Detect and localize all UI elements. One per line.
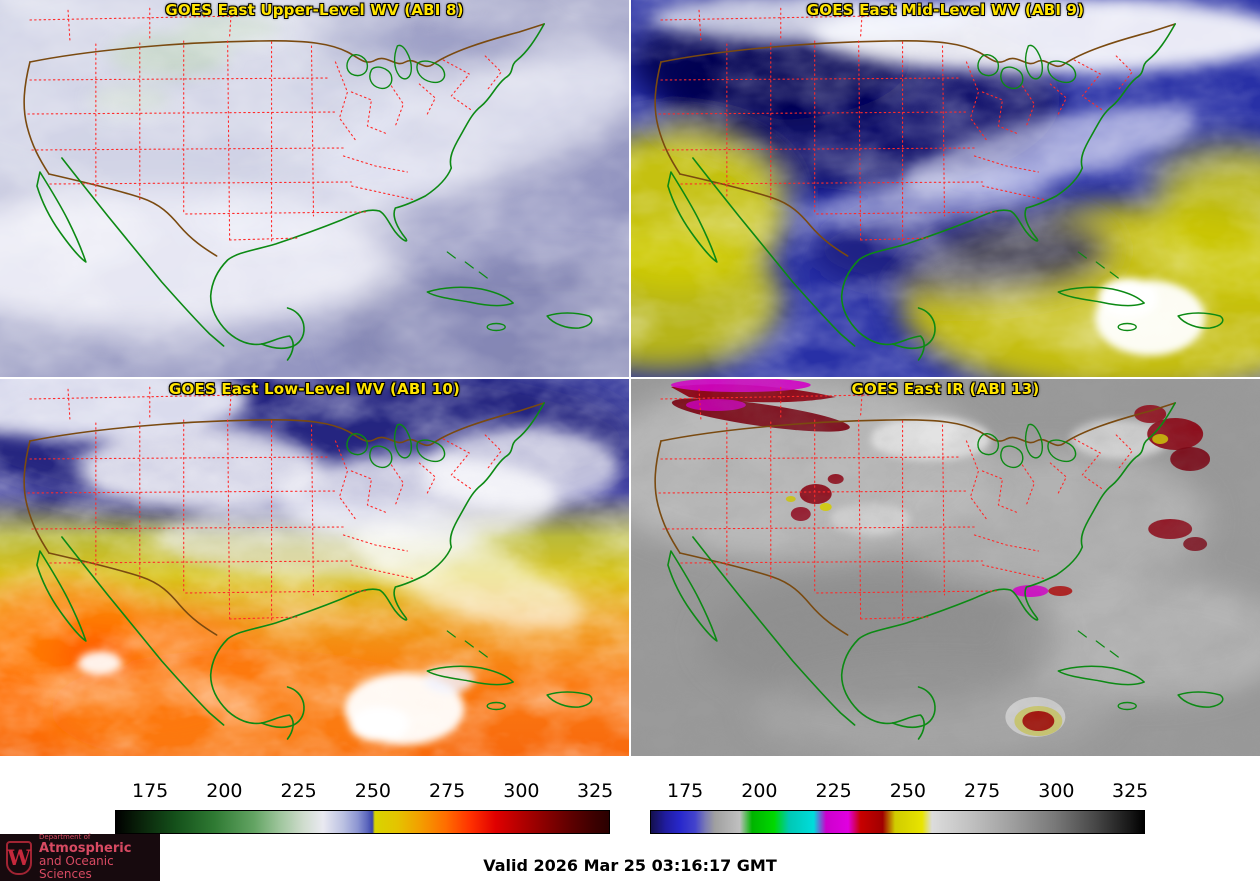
panel-abi13: GOES East IR (ABI 13): [631, 379, 1260, 756]
panel-title-abi10: GOES East Low-Level WV (ABI 10): [168, 380, 461, 398]
footer: 175 200 225 250 275 300 325 175 200 225 …: [0, 756, 1260, 881]
panel-abi10: GOES East Low-Level WV (ABI 10): [0, 379, 629, 756]
valid-timestamp: Valid 2026 Mar 25 03:16:17 GMT: [483, 856, 777, 875]
tick-label: 300: [503, 780, 540, 802]
panel-title-abi13: GOES East IR (ABI 13): [851, 380, 1040, 398]
panel-grid: GOES East Upper-Level WV (ABI 8): [0, 0, 1260, 756]
ir-colorbar-gradient: [650, 810, 1145, 834]
tick-label: 200: [206, 780, 243, 802]
satellite-image-abi13: [631, 379, 1260, 756]
wv-colorbar: 175 200 225 250 275 300 325: [115, 780, 614, 834]
panel-title-abi8: GOES East Upper-Level WV (ABI 8): [165, 1, 464, 19]
satellite-image-abi8: [0, 0, 629, 377]
ir-colorbar: 175 200 225 250 275 300 325: [650, 780, 1149, 834]
wv-colorbar-ticks: 175 200 225 250 275 300 325: [115, 780, 614, 806]
panel-abi9: GOES East Mid-Level WV (ABI 9): [631, 0, 1260, 377]
logo-dept-line: Department of: [39, 833, 91, 842]
tick-label: 200: [741, 780, 778, 802]
tick-label: 275: [964, 780, 1001, 802]
uw-aos-logo: W Department of Atmospheric and Oceanic …: [0, 834, 160, 881]
tick-label: 225: [280, 780, 317, 802]
tick-label: 225: [815, 780, 852, 802]
tick-label: 175: [132, 780, 169, 802]
tick-label: 325: [577, 780, 614, 802]
logo-line1: Atmospheric: [39, 840, 132, 856]
tick-label: 250: [889, 780, 927, 802]
colorbars-row: 175 200 225 250 275 300 325 175 200 225 …: [0, 780, 1149, 834]
uw-crest-icon: W: [6, 840, 32, 875]
ir-colorbar-ticks: 175 200 225 250 275 300 325: [650, 780, 1149, 806]
logo-line2: and Oceanic Sciences: [39, 854, 114, 881]
tick-label: 250: [354, 780, 392, 802]
logo-text: Department of Atmospheric and Oceanic Sc…: [39, 833, 160, 881]
tick-label: 325: [1112, 780, 1149, 802]
panel-abi8: GOES East Upper-Level WV (ABI 8): [0, 0, 629, 377]
satellite-image-abi10: [0, 379, 629, 756]
tick-label: 275: [429, 780, 466, 802]
wv-colorbar-gradient: [115, 810, 610, 834]
tick-label: 300: [1038, 780, 1075, 802]
tick-label: 175: [667, 780, 704, 802]
panel-title-abi9: GOES East Mid-Level WV (ABI 9): [806, 1, 1085, 19]
satellite-image-abi9: [631, 0, 1260, 377]
